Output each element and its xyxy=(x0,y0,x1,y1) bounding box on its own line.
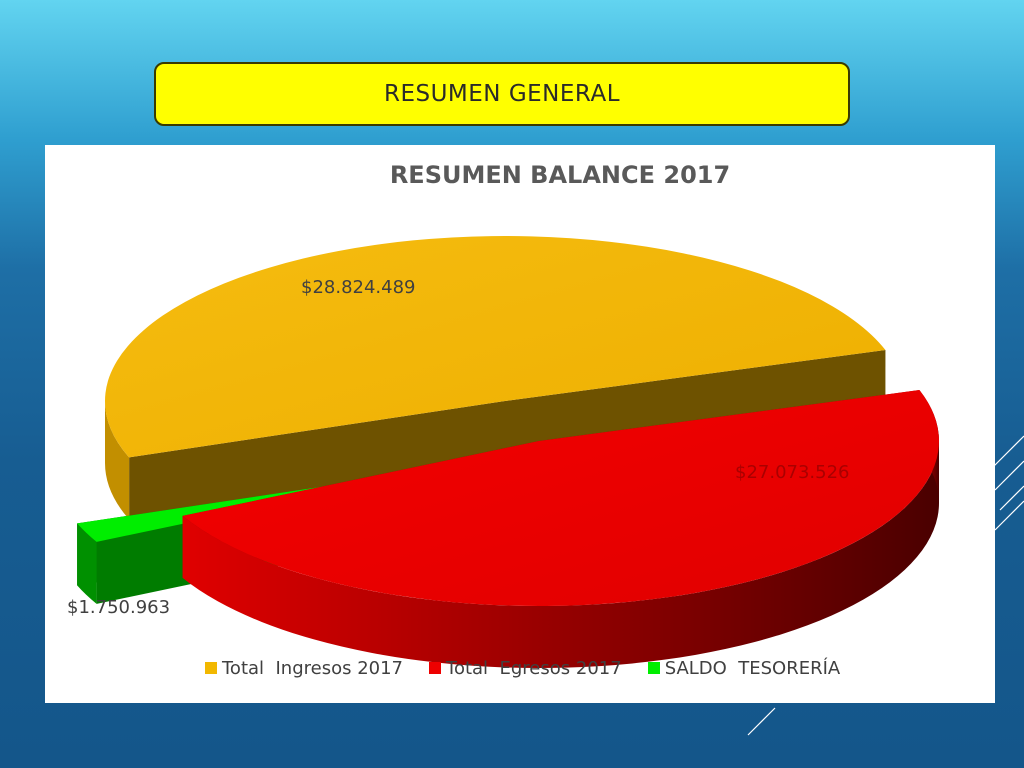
data-label-egresos: $27.073.526 xyxy=(735,462,850,483)
title-banner: RESUMEN GENERAL xyxy=(154,62,850,126)
pie-side-saldo xyxy=(77,523,97,604)
legend-swatch-ingresos xyxy=(205,662,217,674)
pie-slice-ingresos xyxy=(105,236,886,458)
pie-chart xyxy=(77,236,939,668)
data-label-ingresos: $28.824.489 xyxy=(301,277,416,298)
legend-label-saldo: SALDO TESORERÍA xyxy=(664,657,841,679)
chart-panel: RESUMEN BALANCE 2017 $28.824.489 $27.073… xyxy=(45,145,995,703)
pie-side-ingresos xyxy=(105,401,130,520)
legend-item-saldo: SALDO TESORERÍA xyxy=(647,657,841,679)
legend-swatch-egresos xyxy=(429,662,442,674)
chart-title: RESUMEN BALANCE 2017 xyxy=(389,161,731,189)
chart-legend: Total Ingresos 2017 Total Egresos 2017 S… xyxy=(205,655,866,681)
legend-item-egresos: Total Egresos 2017 xyxy=(429,658,622,679)
pie-slice-egresos xyxy=(182,390,939,606)
pie-side-egresos xyxy=(182,441,939,668)
legend-label-ingresos: Total Ingresos 2017 xyxy=(222,657,404,679)
legend-item-ingresos: Total Ingresos 2017 xyxy=(205,658,403,679)
pie-wall-a-ingresos xyxy=(129,401,505,520)
data-label-saldo: $1.750.963 xyxy=(67,597,171,618)
legend-swatch-saldo xyxy=(647,662,660,674)
legend-label-egresos: Total Egresos 2017 xyxy=(446,657,622,679)
page-title: RESUMEN GENERAL xyxy=(383,81,621,107)
